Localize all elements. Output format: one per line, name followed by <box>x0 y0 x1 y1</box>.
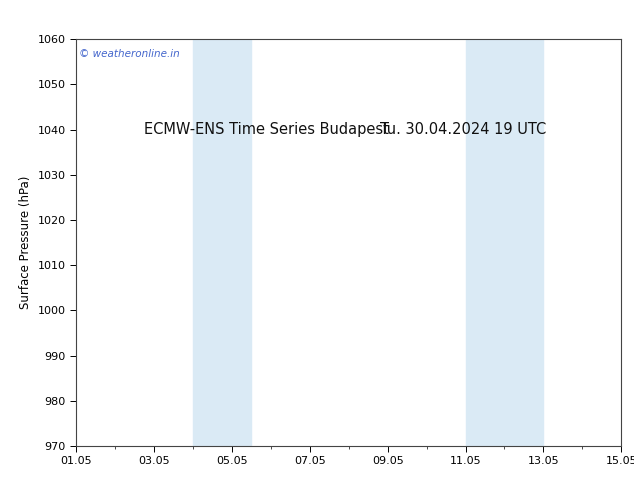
Y-axis label: Surface Pressure (hPa): Surface Pressure (hPa) <box>19 176 32 309</box>
Text: ECMW-ENS Time Series Budapest: ECMW-ENS Time Series Budapest <box>144 122 389 137</box>
Bar <box>193 39 251 446</box>
Bar <box>465 39 543 446</box>
Text: © weatheronline.in: © weatheronline.in <box>79 49 179 59</box>
Text: Tu. 30.04.2024 19 UTC: Tu. 30.04.2024 19 UTC <box>380 122 546 137</box>
